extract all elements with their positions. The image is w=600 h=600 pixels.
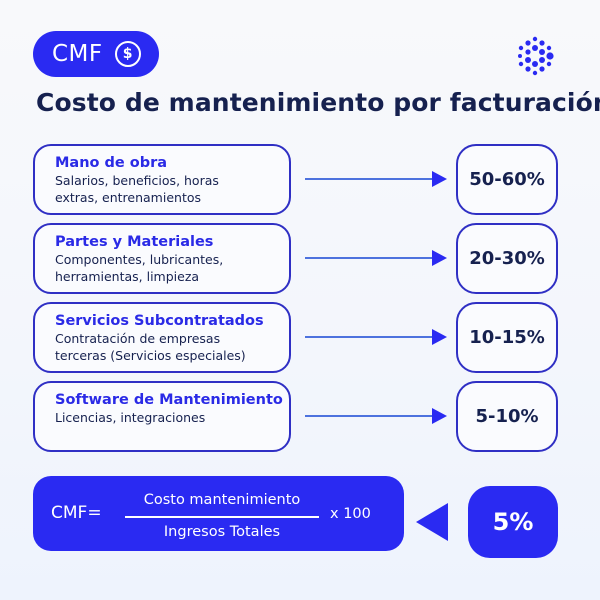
card-desc-line1: Contratación de empresas — [55, 331, 221, 346]
dollar-circle-icon: $ — [114, 41, 141, 67]
card-desc-line2: terceras (Servicios especiales) — [55, 348, 246, 363]
category-card-subcontracted: Servicios Subcontratados Contratación de… — [33, 302, 291, 373]
dot-cluster-logo-icon — [518, 36, 554, 76]
cmf-badge: CMF $ — [33, 31, 159, 77]
category-card-software: Software de Mantenimiento Licencias, int… — [33, 381, 291, 452]
formula-multiplier: x 100 — [330, 506, 371, 522]
formula-numerator: Costo mantenimiento — [143, 492, 301, 508]
category-card-parts: Partes y Materiales Componentes, lubrica… — [33, 223, 291, 294]
fraction-bar — [125, 516, 319, 518]
formula-fraction: Costo mantenimiento Ingresos Totales — [125, 490, 319, 542]
card-title: Mano de obra — [55, 155, 168, 171]
card-title: Servicios Subcontratados — [55, 313, 264, 329]
card-title: Partes y Materiales — [55, 234, 214, 250]
page-title: Costo de mantenimiento por facturación — [36, 88, 600, 117]
badge-label: CMF — [52, 41, 103, 67]
formula-box: CMF= Costo mantenimiento Ingresos Totale… — [33, 476, 404, 551]
card-desc-line1: Licencias, integraciones — [55, 410, 206, 425]
card-desc-line2: extras, entrenamientos — [55, 190, 202, 205]
arrow-right-icon — [305, 408, 447, 424]
arrow-right-icon — [305, 329, 447, 345]
arrow-right-icon — [305, 171, 447, 187]
arrow-left-icon — [416, 503, 448, 541]
card-desc-line2: herramientas, limpieza — [55, 269, 200, 284]
formula-label: CMF= — [51, 503, 102, 523]
result-badge: 5% — [468, 486, 558, 558]
card-desc-line1: Salarios, beneficios, horas — [55, 173, 219, 188]
range-badge: 50-60% — [456, 144, 558, 215]
arrow-right-icon — [305, 250, 447, 266]
formula-denominator: Ingresos Totales — [163, 523, 281, 540]
range-badge: 20-30% — [456, 223, 558, 294]
card-desc-line1: Componentes, lubricantes, — [55, 252, 224, 267]
card-title: Software de Mantenimiento — [55, 392, 283, 408]
category-card-labor: Mano de obra Salarios, beneficios, horas… — [33, 144, 291, 215]
range-badge: 5-10% — [456, 381, 558, 452]
range-badge: 10-15% — [456, 302, 558, 373]
